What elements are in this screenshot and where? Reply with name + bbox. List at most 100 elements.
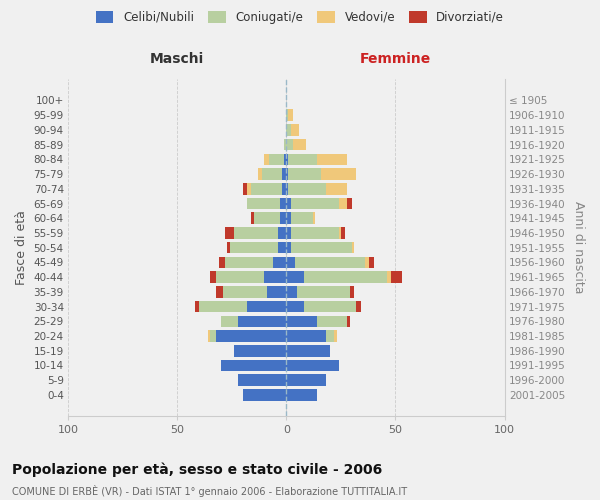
Bar — [269, 154, 284, 165]
Bar — [225, 256, 273, 268]
Bar — [242, 183, 247, 194]
Bar — [290, 124, 299, 136]
Bar — [217, 272, 265, 283]
Bar — [334, 330, 337, 342]
Bar — [290, 212, 313, 224]
Bar — [286, 242, 290, 254]
Bar — [286, 139, 293, 150]
Bar — [286, 124, 290, 136]
Bar — [289, 168, 321, 180]
Bar — [286, 154, 289, 165]
Bar — [321, 168, 356, 180]
Bar — [251, 212, 254, 224]
Text: COMUNE DI ERBÈ (VR) - Dati ISTAT 1° gennaio 2006 - Elaborazione TUTTITALIA.IT: COMUNE DI ERBÈ (VR) - Dati ISTAT 1° genn… — [12, 485, 407, 497]
Bar — [289, 110, 293, 121]
Bar — [221, 316, 238, 327]
Bar — [347, 316, 350, 327]
Text: Femmine: Femmine — [360, 52, 431, 66]
Bar — [304, 272, 387, 283]
Bar — [286, 183, 289, 194]
Bar — [289, 183, 326, 194]
Bar — [278, 227, 286, 238]
Bar — [247, 183, 251, 194]
Bar — [265, 154, 269, 165]
Bar — [352, 242, 354, 254]
Bar — [387, 272, 391, 283]
Bar — [266, 286, 286, 298]
Bar — [286, 374, 326, 386]
Bar — [225, 227, 234, 238]
Bar — [238, 374, 286, 386]
Bar — [227, 242, 230, 254]
Bar — [369, 256, 374, 268]
Bar — [282, 168, 286, 180]
Bar — [234, 345, 286, 356]
Bar — [339, 227, 341, 238]
Bar — [286, 256, 295, 268]
Bar — [247, 301, 286, 312]
Bar — [282, 183, 286, 194]
Y-axis label: Fasce di età: Fasce di età — [15, 210, 28, 285]
Bar — [289, 154, 317, 165]
Bar — [280, 212, 286, 224]
Bar — [286, 168, 289, 180]
Bar — [286, 212, 290, 224]
Bar — [293, 139, 306, 150]
Bar — [284, 139, 286, 150]
Bar — [251, 183, 282, 194]
Bar — [326, 330, 334, 342]
Bar — [194, 301, 199, 312]
Bar — [304, 301, 356, 312]
Bar — [286, 198, 290, 209]
Text: Maschi: Maschi — [150, 52, 204, 66]
Bar — [297, 286, 350, 298]
Bar — [217, 286, 223, 298]
Legend: Celibi/Nubili, Coniugati/e, Vedovi/e, Divorziati/e: Celibi/Nubili, Coniugati/e, Vedovi/e, Di… — [91, 6, 509, 28]
Bar — [217, 330, 286, 342]
Bar — [295, 256, 365, 268]
Bar — [391, 272, 402, 283]
Bar — [286, 301, 304, 312]
Bar — [286, 345, 330, 356]
Bar — [238, 316, 286, 327]
Bar — [258, 168, 262, 180]
Bar — [347, 198, 352, 209]
Text: Popolazione per età, sesso e stato civile - 2006: Popolazione per età, sesso e stato civil… — [12, 462, 382, 477]
Bar — [317, 316, 347, 327]
Bar — [265, 272, 286, 283]
Bar — [284, 154, 286, 165]
Bar — [286, 110, 289, 121]
Bar — [210, 330, 217, 342]
Bar — [254, 212, 280, 224]
Bar — [210, 272, 217, 283]
Bar — [286, 389, 317, 400]
Bar — [290, 242, 352, 254]
Bar — [365, 256, 369, 268]
Bar — [290, 227, 339, 238]
Bar — [286, 286, 297, 298]
Bar — [208, 330, 210, 342]
Bar — [278, 242, 286, 254]
Bar — [262, 168, 282, 180]
Bar — [313, 212, 314, 224]
Bar — [273, 256, 286, 268]
Bar — [286, 227, 290, 238]
Bar — [234, 227, 278, 238]
Bar — [317, 154, 347, 165]
Bar — [286, 316, 317, 327]
Bar — [356, 301, 361, 312]
Bar — [242, 389, 286, 400]
Bar — [326, 183, 347, 194]
Bar — [199, 301, 247, 312]
Bar — [218, 256, 225, 268]
Y-axis label: Anni di nascita: Anni di nascita — [572, 202, 585, 294]
Bar — [230, 242, 278, 254]
Bar — [223, 286, 266, 298]
Bar — [290, 198, 339, 209]
Bar — [350, 286, 354, 298]
Bar — [286, 330, 326, 342]
Bar — [286, 272, 304, 283]
Bar — [221, 360, 286, 371]
Bar — [280, 198, 286, 209]
Bar — [341, 227, 345, 238]
